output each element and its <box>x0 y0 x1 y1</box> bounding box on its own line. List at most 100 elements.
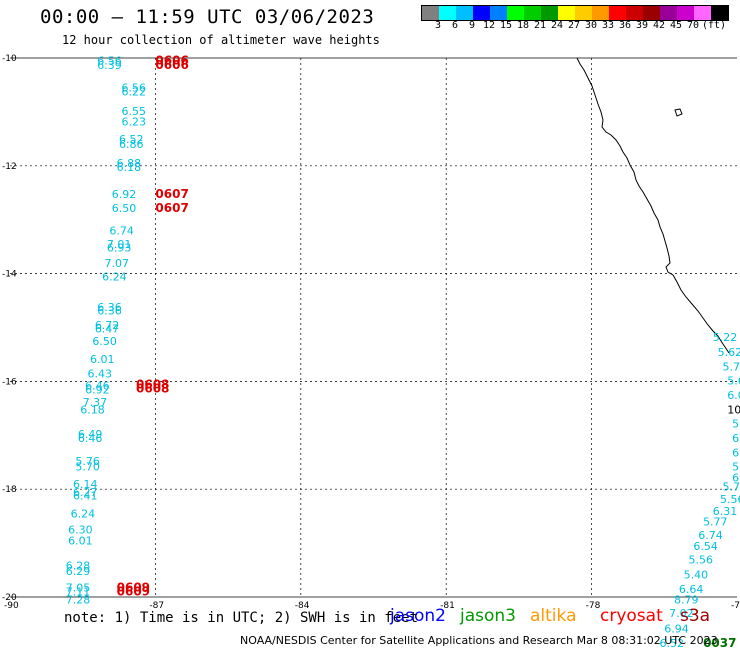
wave-height-label: 6.36 <box>97 304 122 317</box>
color-swatch <box>660 6 677 20</box>
wave-height-label: 6.94 <box>664 622 689 635</box>
wave-height-label: 5.40 <box>684 568 709 581</box>
color-scale-bar <box>421 5 729 21</box>
wave-height-label: 0609 <box>117 580 150 594</box>
color-scale-tick: 45 <box>669 20 683 31</box>
observation-labels: 6.566.39 060606066.566.226.556.236.526.86… <box>66 54 740 650</box>
color-swatch <box>422 6 439 20</box>
wave-height-label: 6.47 <box>95 323 120 336</box>
color-swatch <box>694 6 711 20</box>
wave-height-label: 5.70 <box>75 461 100 474</box>
wave-height-label: 6.50 <box>92 335 117 348</box>
wave-height-label: 6.56 <box>121 82 145 95</box>
wave-height-label: 6.30 <box>68 524 93 537</box>
satellite-legend-item: s3a <box>680 606 711 626</box>
wave-height-label: 7.02 <box>669 607 694 620</box>
lon-label: -87 <box>149 601 164 611</box>
color-swatch <box>643 6 660 20</box>
wave-height-label: 6.29 <box>66 565 91 578</box>
wave-height-label: 6.18 <box>117 161 142 174</box>
wave-height-label: 6.46 <box>85 380 110 393</box>
wave-height-label: 5.62 <box>718 346 740 359</box>
color-swatch <box>677 6 694 20</box>
wave-height-label: 6.0 <box>727 389 740 402</box>
satellite-legend-item: jason3 <box>460 606 516 626</box>
satellite-legend-item: jason2 <box>390 606 446 626</box>
wave-height-label: 6. <box>732 471 740 484</box>
wave-height-label: 5.56 <box>720 493 740 506</box>
credit-line: NOAA/NESDIS Center for Satellite Applica… <box>240 634 718 647</box>
wave-height-label: 6.23 <box>121 116 145 129</box>
color-swatch <box>524 6 541 20</box>
color-scale-tick: 24 <box>550 20 564 31</box>
color-scale-tick: 6 <box>451 20 459 31</box>
wave-height-label: 6.18 <box>80 403 105 416</box>
wave-height-label: 6.72 <box>95 319 120 332</box>
wave-height-label: 0607 <box>155 187 188 201</box>
wave-height-label: 6. <box>732 432 740 445</box>
wave-height-label: 0608 <box>136 381 169 395</box>
color-scale-tick: 39 <box>635 20 649 31</box>
wave-height-label: 6.74 <box>109 224 133 237</box>
color-swatch <box>473 6 490 20</box>
lat-label: -10 <box>2 54 17 64</box>
color-scale-tick: 33 <box>601 20 615 31</box>
color-scale-tick: (ft) <box>701 20 727 31</box>
wave-height-label: 6.28 <box>66 560 91 573</box>
lat-label: -14 <box>2 270 17 280</box>
color-swatch <box>626 6 643 20</box>
wave-height-label: 6.36 <box>97 301 122 314</box>
lon-label: -78 <box>586 601 601 611</box>
axis-labels: -10 -12 -14 -16 -18 -20-90 -87 -84 -81 -78 -75 <box>2 54 740 611</box>
lat-label: -16 <box>2 377 17 387</box>
lon-label: -90 <box>4 601 19 611</box>
wave-height-label: 5.76 <box>75 455 100 468</box>
wave-height-label: 7.01 <box>107 238 132 251</box>
color-swatch <box>711 6 728 20</box>
color-swatch <box>490 6 507 20</box>
wave-height-label: 6.92 <box>85 383 110 396</box>
wave-height-label: 6.50 <box>112 202 137 215</box>
wave-height-label: 6.54 <box>693 540 718 553</box>
wave-height-label: 0607 <box>155 201 188 215</box>
wave-height-label: 6.64 <box>679 583 704 596</box>
map-grid <box>10 57 737 598</box>
wave-height-label: 6.27 <box>73 486 98 499</box>
wave-height-label: 6.43 <box>88 367 113 380</box>
wave-height-label: 6.22 <box>121 85 145 98</box>
wave-height-label: 8.79 <box>674 594 699 607</box>
wave-height-label: 6.01 <box>68 534 93 547</box>
lat-label: -18 <box>2 485 17 495</box>
wave-height-label: 0606 <box>155 54 188 68</box>
wave-height-label: 5.77 <box>703 516 728 529</box>
color-swatch <box>456 6 473 20</box>
wave-height-label: 6.24 <box>102 270 127 283</box>
wave-height-label: 6.74 <box>698 529 723 542</box>
wave-height-label: 6.93 <box>107 242 132 255</box>
lon-label: -81 <box>440 601 455 611</box>
wave-height-label: 6.39 <box>97 59 122 72</box>
color-swatch <box>609 6 626 20</box>
color-scale-tick: 21 <box>533 20 547 31</box>
color-scale-tick: 36 <box>618 20 632 31</box>
lat-label: -12 <box>2 162 17 172</box>
wave-height-label: 7.28 <box>66 594 91 607</box>
wave-height-label: 6.88 <box>117 157 142 170</box>
page-title: 00:00 – 11:59 UTC 03/06/2023 <box>40 6 375 28</box>
color-scale-tick: 3 <box>434 20 442 31</box>
page-subtitle: 12 hour collection of altimeter wave hei… <box>62 33 380 47</box>
wave-height-label: 0606 <box>155 58 188 72</box>
wave-height-label: 0037 <box>703 636 736 650</box>
color-scale-tick: 30 <box>584 20 598 31</box>
color-swatch <box>507 6 524 20</box>
color-scale-tick: 9 <box>468 20 476 31</box>
wave-height-label: 5.7 <box>722 481 740 494</box>
color-scale-tick: 18 <box>516 20 530 31</box>
lon-label: -84 <box>295 601 310 611</box>
wave-height-label: 6.01 <box>90 353 115 366</box>
coastline <box>576 57 730 354</box>
wave-height-label: 5.6 <box>727 374 740 387</box>
wave-height-label: 6.56 <box>97 55 122 68</box>
wave-height-label: 10. <box>727 403 740 416</box>
